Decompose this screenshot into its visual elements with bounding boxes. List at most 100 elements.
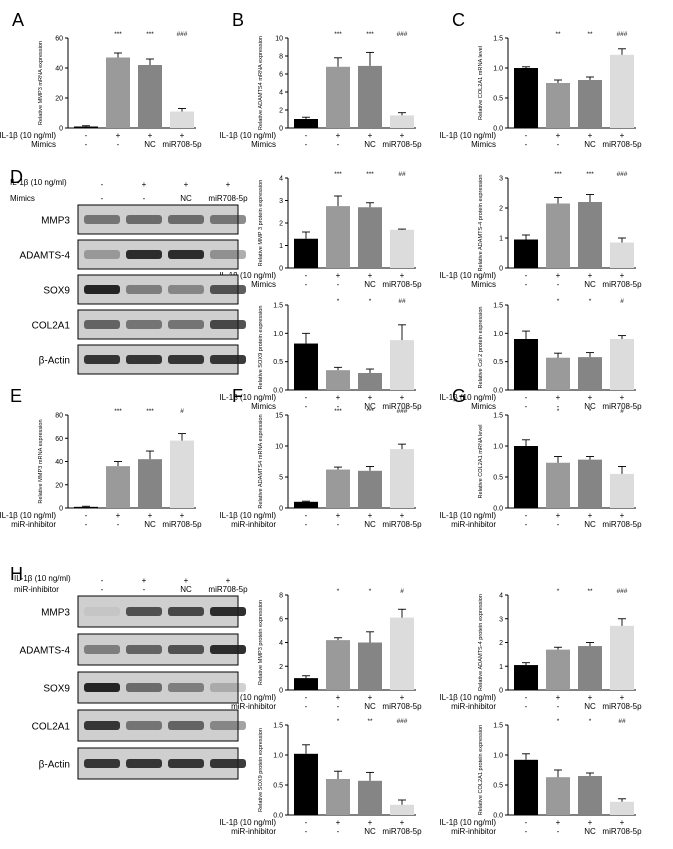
blot-band [168,645,204,654]
y-axis-label: Relative COL2A1 protein expression [478,725,484,815]
significance-label: *** [114,31,122,38]
bar [514,68,538,128]
panel-letter-a: A [12,10,24,30]
treatment-il-mark: - [305,271,308,280]
treatment-mark: miR708-5p [602,402,642,411]
blot-band [84,645,120,654]
y-tick-label: 60 [55,436,63,443]
treatment-il-mark: + [588,271,593,280]
treatment-il-label: IL-1β (10 ng/ml) [219,393,276,402]
blot-band [84,250,120,259]
chart-d1: 0 1 2 3 4 Relative MMP 3 protein expression **… [219,171,422,289]
treatment-il-mark: + [148,511,153,520]
y-tick-label: 0.5 [273,783,283,790]
y-tick-label: 15 [275,413,283,420]
y-tick-label: 20 [55,96,63,103]
treatment-il-mark: - [85,131,88,140]
treatment-mark: - [557,140,560,149]
treatment-mark: miR708-5p [382,402,422,411]
bar [546,83,570,128]
treatment-il-mark: + [400,131,405,140]
blot-band [168,320,204,329]
bar [390,340,414,390]
blot-band [84,607,120,616]
y-tick-label: 1.0 [493,444,503,451]
bar [610,339,634,390]
bar [294,501,318,508]
blot-band-label: COL2A1 [32,722,71,733]
y-tick-label: 0.5 [493,783,503,790]
significance-label: *** [366,171,374,178]
bar [390,804,414,815]
significance-label: * [337,298,340,305]
significance-label: # [620,408,624,415]
treatment-il-mark: - [305,511,308,520]
treatment-mark: NC [584,827,596,836]
y-tick-label: 2 [499,640,503,647]
treatment-il-mark: + [336,393,341,402]
treatment-il-label: IL-1β (10 ng/ml) [219,818,276,827]
significance-label: * [589,298,592,305]
significance-label: * [557,718,560,725]
significance-label: * [369,298,372,305]
significance-label: *** [146,31,154,38]
treatment-mark: NC [364,402,376,411]
chart-a: 0 20 40 60 Relative MMP3 mRNA expression *** *… [0,31,202,149]
bar [610,54,634,128]
y-tick-label: 1.0 [493,66,503,73]
bar [326,206,350,268]
treatment-row-label: Mimics [31,140,56,149]
significance-label: ## [398,298,406,305]
y-tick-label: 1.0 [273,331,283,338]
treatment-mark: miR708-5p [382,140,422,149]
bar [170,111,194,128]
y-tick-label: 0.5 [493,96,503,103]
bar [358,65,382,128]
treatment-mark: miR708-5p [602,827,642,836]
bar [514,665,538,690]
treatment-il-mark: + [400,693,405,702]
blot-band [84,215,120,224]
blot-band [210,320,246,329]
blot-il-mark: + [142,576,147,585]
treatment-mark: - [557,827,560,836]
blot-il-mark: + [184,576,189,585]
y-tick-label: 1.5 [273,723,283,730]
treatment-mark: NC [584,402,596,411]
treatment-mark: NC [364,520,376,529]
treatment-mark: miR708-5p [162,140,202,149]
blot-treatment-mark: miR708-5p [208,194,248,203]
blot-band [210,250,246,259]
y-axis-label: Relative ADAMTS4 mRNA expression [258,414,264,508]
treatment-row-label: miR-inhibitor [231,702,276,711]
treatment-il-mark: + [588,393,593,402]
treatment-il-label: IL-1β (10 ng/ml) [219,511,276,520]
y-tick-label: 0 [279,126,283,133]
treatment-mark: miR708-5p [162,520,202,529]
bar [546,777,570,815]
significance-label: * [369,588,372,595]
treatment-il-label: IL-1β (10 ng/ml) [0,511,56,520]
bar [578,80,602,128]
significance-label: * [589,408,592,415]
treatment-il-mark: + [620,393,625,402]
treatment-il-mark: + [400,818,405,827]
bar [170,440,194,508]
bar [390,449,414,508]
western-blot-d: - + + + - - NC miR708-5p IL-1β (10 ng/ml) Mimics M… [10,178,248,375]
y-tick-label: 40 [55,459,63,466]
y-axis-label: Relative MMP3 mRNA expression [38,41,44,125]
treatment-row-label: Mimics [471,402,496,411]
blot-band [126,721,162,730]
treatment-mark: - [525,827,528,836]
treatment-il-mark: - [305,693,308,702]
bar [138,65,162,128]
y-tick-label: 0.0 [493,388,503,395]
treatment-mark: NC [584,140,596,149]
bar [390,115,414,128]
bar [326,66,350,128]
bar [546,462,570,508]
y-axis-label: Relative COL2A1 mRNA level [478,425,484,499]
